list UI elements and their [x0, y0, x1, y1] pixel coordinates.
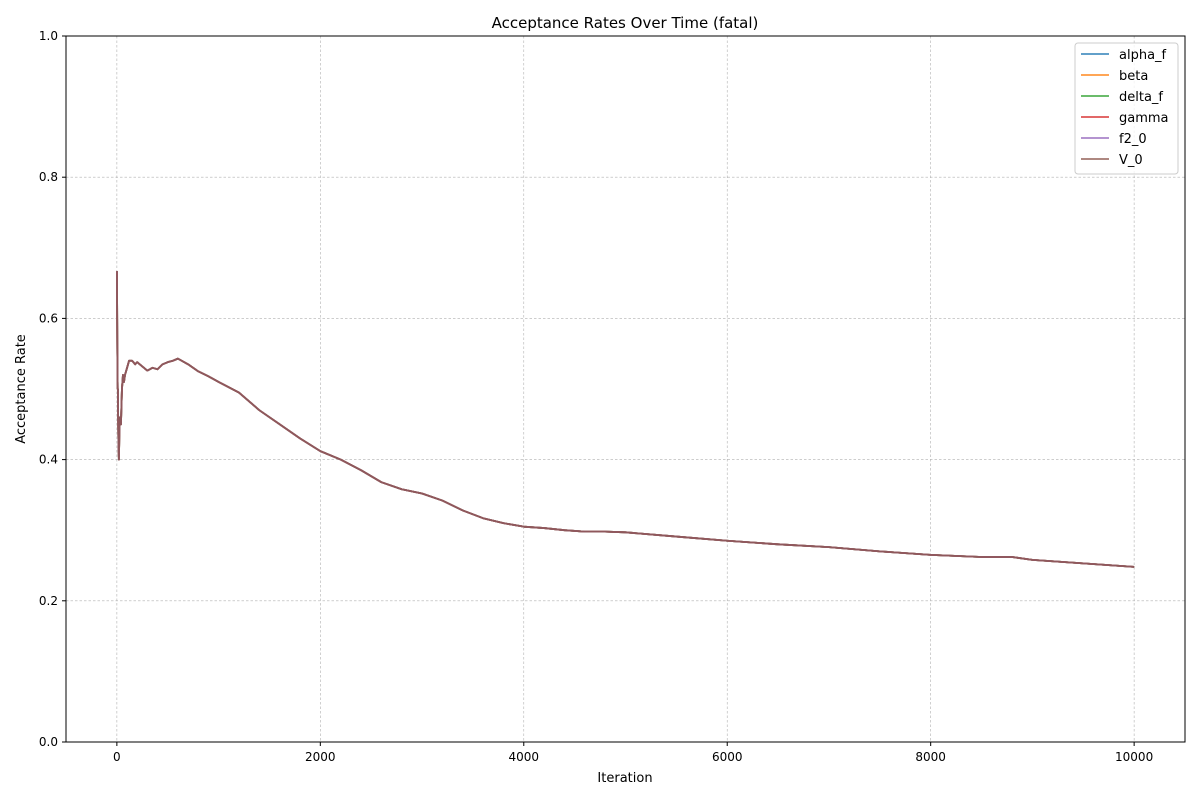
x-tick-label: 4000 [508, 750, 539, 764]
x-tick-label: 10000 [1115, 750, 1153, 764]
x-tick-label: 0 [113, 750, 121, 764]
x-axis-title: Iteration [597, 771, 652, 786]
legend-item: beta [1081, 69, 1148, 84]
chart-title: Acceptance Rates Over Time (fatal) [492, 14, 759, 32]
x-axis-ticks: 0 2000 4000 6000 8000 10000 [113, 742, 1153, 764]
legend-label: gamma [1119, 111, 1169, 126]
legend-item: alpha_f [1081, 48, 1167, 63]
legend-label: delta_f [1119, 90, 1163, 105]
legend-label: f2_0 [1119, 132, 1147, 147]
series-lines [116, 271, 1135, 568]
legend-item: gamma [1081, 111, 1169, 126]
legend-label: V_0 [1119, 153, 1143, 168]
legend-item: f2_0 [1081, 132, 1147, 147]
y-tick-label: 0.0 [39, 735, 58, 749]
legend-label: beta [1119, 69, 1148, 84]
y-tick-label: 0.6 [39, 311, 58, 325]
y-tick-label: 0.2 [39, 594, 58, 608]
y-tick-label: 0.8 [39, 170, 58, 184]
y-axis-title: Acceptance Rate [14, 334, 29, 444]
x-tick-label: 6000 [712, 750, 743, 764]
series-line-V-0 [116, 271, 1135, 568]
legend-label: alpha_f [1119, 48, 1167, 63]
x-tick-label: 2000 [305, 750, 336, 764]
x-tick-label: 8000 [915, 750, 946, 764]
y-tick-label: 0.4 [39, 453, 58, 467]
legend-item: V_0 [1081, 153, 1143, 168]
legend-item: delta_f [1081, 90, 1163, 105]
plot-frame [65, 35, 1186, 743]
y-axis-ticks: 0.0 0.2 0.4 0.6 0.8 1.0 [39, 29, 66, 749]
y-tick-label: 1.0 [39, 29, 58, 43]
